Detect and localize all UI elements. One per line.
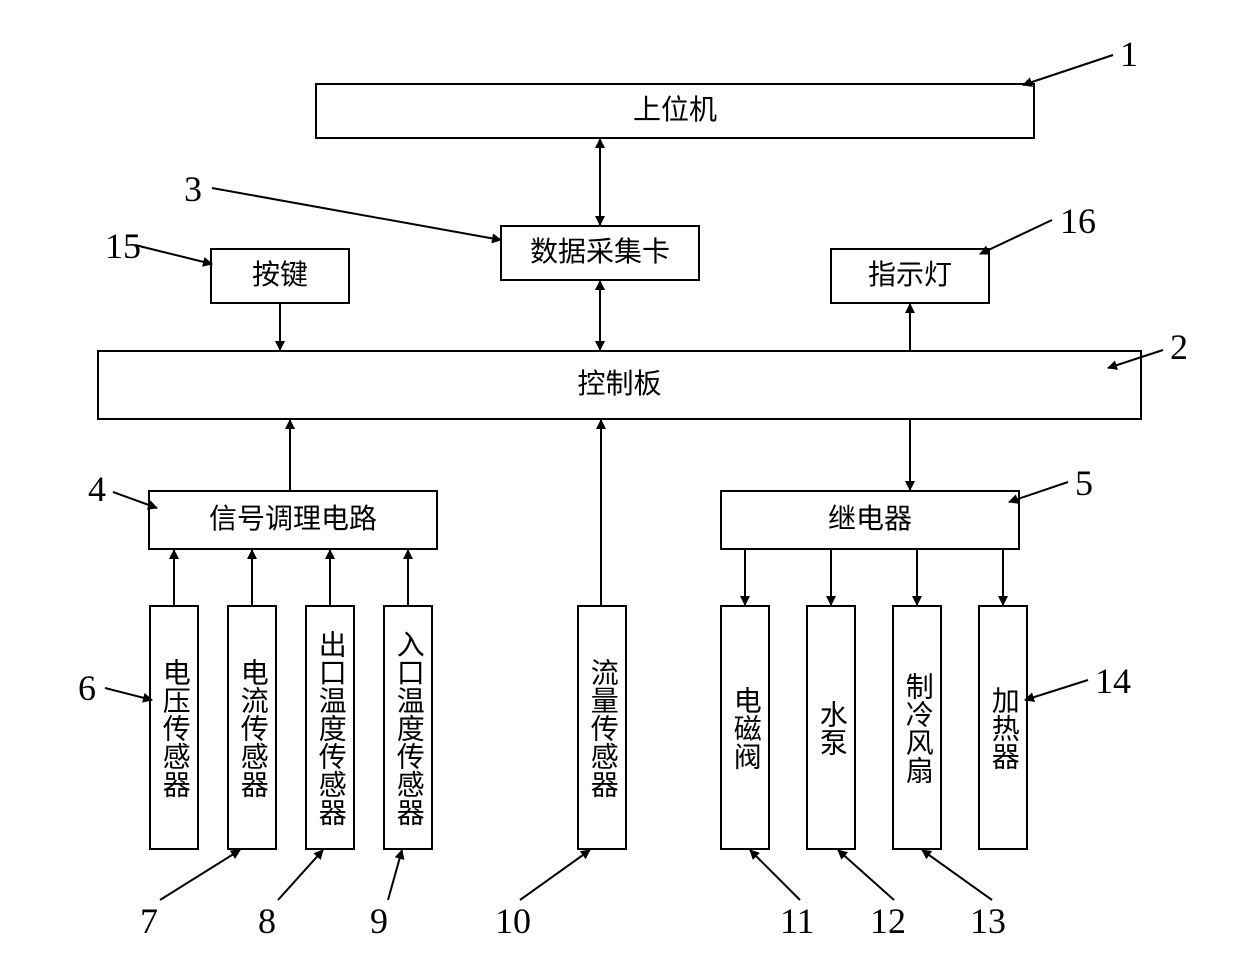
label-cond: 信号调理电路 [209, 505, 377, 534]
num-13: 13 [970, 900, 1006, 942]
num-7: 7 [140, 900, 158, 942]
box-relay: 继电器 [720, 490, 1020, 550]
num-4: 4 [88, 468, 106, 510]
box-indicator: 指示灯 [830, 248, 990, 304]
num-6: 6 [78, 667, 96, 709]
num-8: 8 [258, 900, 276, 942]
box-inlet-temp-sensor: 入口温度传感器 [383, 605, 433, 850]
label-inlet-temp-sensor: 入口温度传感器 [393, 630, 422, 826]
box-cooling-fan: 制冷风扇 [892, 605, 942, 850]
box-daq: 数据采集卡 [500, 225, 700, 281]
num-10: 10 [495, 900, 531, 942]
num-1: 1 [1120, 33, 1138, 75]
label-solenoid-valve: 电磁阀 [730, 686, 759, 770]
box-outlet-temp-sensor: 出口温度传感器 [305, 605, 355, 850]
num-3: 3 [184, 168, 202, 210]
num-12: 12 [870, 900, 906, 942]
num-14: 14 [1095, 660, 1131, 702]
label-voltage-sensor: 电压传感器 [159, 658, 188, 798]
label-indicator: 指示灯 [868, 261, 952, 290]
box-solenoid-valve: 电磁阀 [720, 605, 770, 850]
box-heater: 加热器 [978, 605, 1028, 850]
box-voltage-sensor: 电压传感器 [149, 605, 199, 850]
label-host: 上位机 [633, 96, 717, 125]
label-current-sensor: 电流传感器 [237, 658, 266, 798]
box-current-sensor: 电流传感器 [227, 605, 277, 850]
box-host: 上位机 [315, 83, 1035, 139]
label-button: 按键 [252, 261, 308, 290]
label-ctrl: 控制板 [577, 370, 661, 399]
label-cooling-fan: 制冷风扇 [902, 672, 931, 784]
num-16: 16 [1060, 200, 1096, 242]
label-daq: 数据采集卡 [530, 238, 670, 267]
num-15: 15 [105, 225, 141, 267]
label-outlet-temp-sensor: 出口温度传感器 [315, 630, 344, 826]
num-2: 2 [1170, 326, 1188, 368]
label-heater: 加热器 [988, 686, 1017, 770]
box-cond: 信号调理电路 [148, 490, 438, 550]
box-water-pump: 水泵 [806, 605, 856, 850]
box-button: 按键 [210, 248, 350, 304]
diagram-canvas: 上位机 数据采集卡 按键 指示灯 控制板 信号调理电路 继电器 电压传感器 电流… [0, 0, 1240, 962]
box-ctrl: 控制板 [97, 350, 1142, 420]
num-11: 11 [780, 900, 815, 942]
label-water-pump: 水泵 [816, 700, 845, 756]
label-flow-sensor: 流量传感器 [587, 658, 616, 798]
num-9: 9 [370, 900, 388, 942]
label-relay: 继电器 [828, 505, 912, 534]
box-flow-sensor: 流量传感器 [577, 605, 627, 850]
num-5: 5 [1075, 462, 1093, 504]
